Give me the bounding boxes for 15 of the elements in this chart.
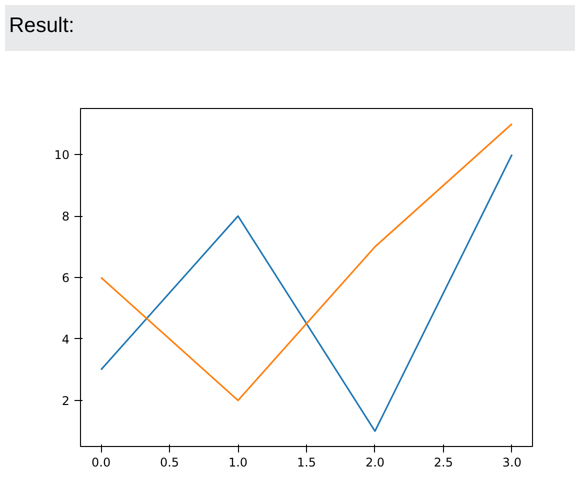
line-series (100, 154, 513, 432)
x-tick-label: 0.0 (92, 456, 111, 470)
y-tick-label: 4 (62, 332, 70, 346)
y-tick-label: 2 (62, 394, 70, 408)
x-tick-label: 1.5 (296, 456, 316, 470)
x-tick-label: 3.0 (502, 456, 522, 470)
line-series (100, 123, 513, 402)
y-tick-label: 10 (54, 148, 70, 162)
x-tick-label: 0.5 (160, 456, 180, 470)
x-tick-label: 2.0 (365, 456, 385, 470)
y-tick-label: 6 (62, 271, 70, 285)
chart-title: Result: (9, 13, 74, 39)
y-tick-label: 8 (62, 210, 70, 224)
x-tick-label: 1.0 (228, 456, 248, 470)
x-tick-label: 2.5 (434, 456, 454, 470)
